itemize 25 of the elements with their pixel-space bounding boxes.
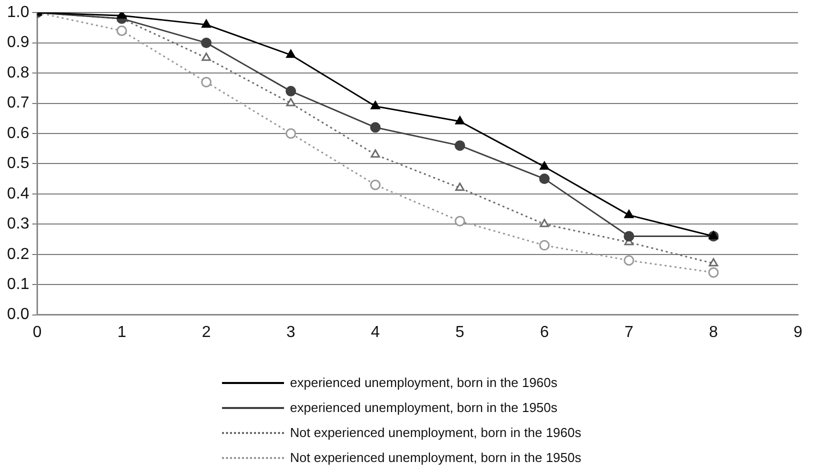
legend-label: experienced unemployment, born in the 1950s [290,400,558,415]
y-tick-label: 0.2 [6,246,30,263]
x-tick-label: 7 [624,324,634,341]
x-tick-label: 6 [540,324,549,341]
legend-label: Not experienced unemployment, born in the 1960s [290,425,582,440]
y-tick-label: 1.0 [6,4,30,22]
x-tick-label: 3 [286,324,296,341]
x-tick-label: 8 [709,324,718,341]
y-tick-label: 0.3 [6,216,30,233]
legend-label: experienced unemployment, born in the 1960s [290,375,558,390]
y-tick-label: 0.7 [6,94,30,112]
y-tick-label: 0.6 [6,124,30,142]
y-tick-label: 0.0 [6,306,30,324]
x-tick-label: 1 [117,324,126,341]
y-tick-label: 0.8 [6,64,30,82]
y-tick-label: 0.9 [6,34,30,52]
legend-label: Not experienced unemployment, born in the 1950s [290,450,582,465]
y-tick-label: 0.4 [6,185,30,202]
x-tick-label: 9 [794,324,803,341]
x-tick-label: 4 [370,324,380,341]
y-tick-label: 0.1 [6,276,30,293]
y-tick-label: 0.5 [6,155,30,172]
x-tick-label: 5 [455,324,464,341]
x-tick-label: 2 [202,324,211,341]
x-tick-label: 0 [32,324,42,341]
